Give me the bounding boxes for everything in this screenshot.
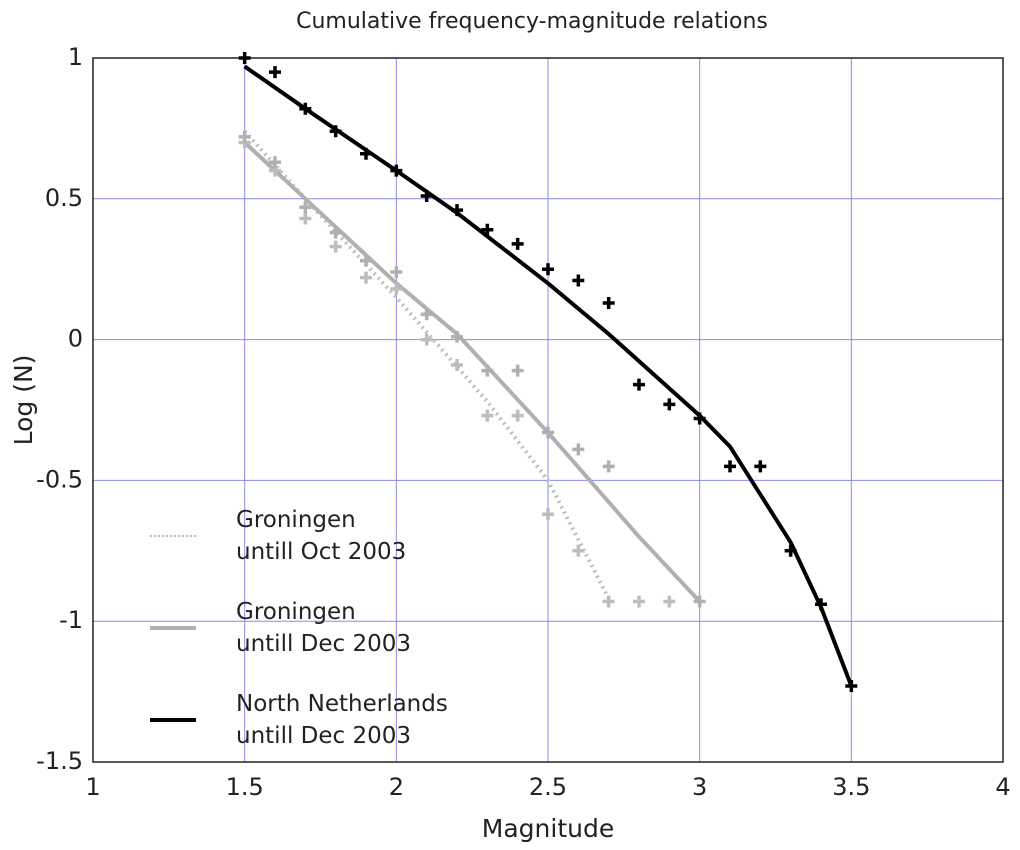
y-tick-label: -1 (59, 606, 83, 634)
point (420, 333, 433, 346)
x-tick-label: 3 (692, 773, 707, 801)
x-tick-label: 3.5 (832, 773, 870, 801)
point (693, 595, 706, 608)
point (845, 679, 858, 692)
point (299, 102, 312, 115)
y-tick-label: 0.5 (45, 184, 83, 212)
point (572, 544, 585, 557)
legend-swatch (150, 718, 196, 722)
point (693, 412, 706, 425)
x-tick-label: 1 (85, 773, 100, 801)
x-tick-label: 2 (389, 773, 404, 801)
point (238, 52, 251, 64)
y-tick-label: 1 (68, 43, 83, 71)
x-axis-label: Magnitude (482, 814, 614, 843)
point (542, 508, 554, 521)
point (329, 240, 342, 253)
legend-entry: North Netherlands untill Dec 2003 (150, 674, 510, 766)
point (602, 296, 615, 309)
legend-label: Groningen untill Oct 2003 (236, 507, 407, 565)
point (390, 282, 403, 295)
point (542, 263, 554, 276)
legend-entry: Groningen untill Oct 2003 (150, 490, 510, 582)
point (754, 460, 767, 473)
point (360, 254, 372, 267)
point (360, 271, 372, 284)
point (299, 212, 312, 225)
legend-entry: Groningen untill Dec 2003 (150, 582, 510, 674)
point (390, 164, 403, 177)
legend-label: Groningen untill Dec 2003 (236, 599, 412, 657)
plot-frame (92, 57, 1004, 763)
point (299, 201, 312, 214)
point (420, 308, 433, 321)
point (390, 266, 403, 279)
legend-swatch (150, 626, 196, 630)
point (481, 409, 494, 422)
y-tick-label: 0 (68, 325, 83, 353)
point (420, 189, 433, 202)
fit-line (243, 129, 611, 600)
point (572, 274, 585, 287)
point (572, 443, 585, 456)
point (451, 358, 463, 371)
point (815, 598, 827, 611)
point (511, 237, 524, 250)
point (451, 330, 463, 343)
y-tick-label: -1.5 (36, 747, 83, 775)
point (663, 595, 676, 608)
legend-swatch (150, 535, 196, 537)
point (511, 364, 524, 377)
point (724, 460, 736, 473)
x-tick-label: 1.5 (226, 773, 264, 801)
point (511, 409, 524, 422)
y-axis-label: Log (N) (9, 355, 38, 446)
point (602, 460, 615, 473)
point (542, 426, 554, 439)
chart-title: Cumulative frequency-magnitude relations (296, 9, 768, 34)
point (329, 125, 342, 138)
point (784, 544, 797, 557)
point (602, 595, 615, 608)
x-tick-label: 2.5 (529, 773, 567, 801)
point (633, 595, 645, 608)
point (269, 66, 281, 79)
x-tick-label: 4 (995, 773, 1010, 801)
point (663, 398, 676, 411)
point (269, 156, 281, 169)
point (633, 378, 645, 391)
legend-label: North Netherlands untill Dec 2003 (236, 691, 448, 749)
point (360, 147, 372, 160)
point (329, 226, 342, 239)
point (238, 130, 251, 143)
point (481, 223, 494, 236)
legend: Groningen untill Oct 2003 Groningen until… (150, 490, 510, 766)
point (481, 364, 494, 377)
y-tick-label: -0.5 (36, 465, 83, 493)
point (451, 204, 463, 217)
